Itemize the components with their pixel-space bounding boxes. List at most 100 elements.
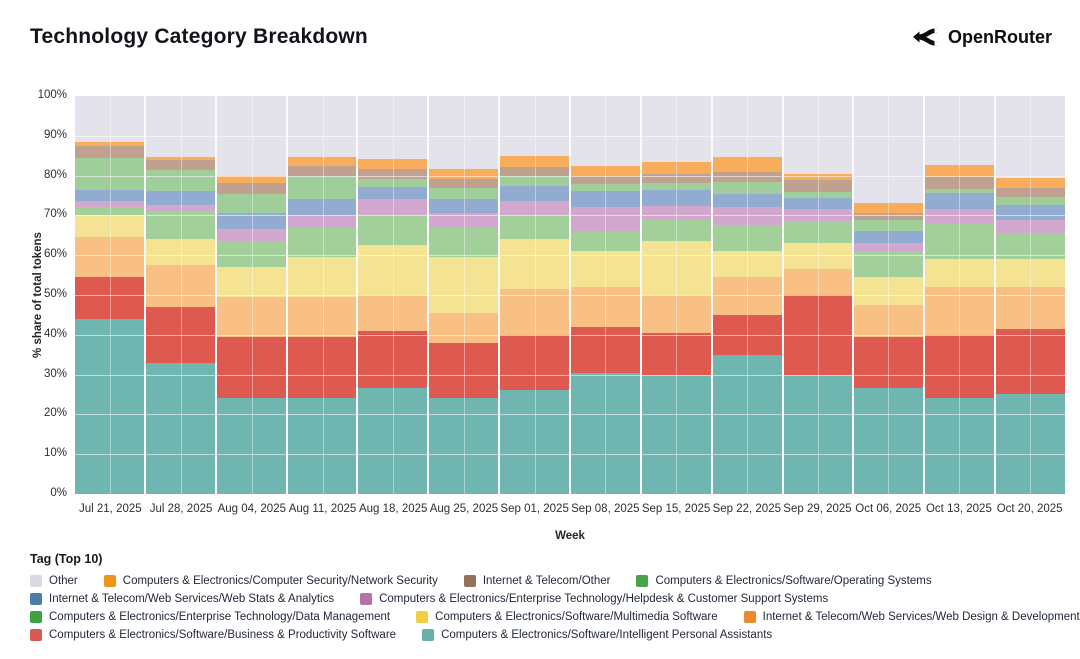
x-tick-label: Sep 01, 2025 (500, 503, 569, 515)
bar-Aug 11, 2025 (287, 96, 359, 494)
bar-segment (996, 286, 1066, 329)
bar-segment (996, 394, 1066, 494)
x-tick-label: Aug 18, 2025 (358, 503, 428, 515)
bar-segment (571, 251, 640, 287)
bar-segment (571, 207, 640, 232)
bar-segment (145, 159, 215, 170)
bar-segment (287, 227, 357, 258)
bar-segment (783, 221, 853, 244)
bar-segment (783, 197, 853, 210)
bar-segment (571, 96, 640, 166)
bar-segment (429, 398, 499, 494)
legend-label: Computers & Electronics/Software/Multime… (435, 611, 718, 623)
bar-segment (216, 296, 286, 337)
bar-segment (429, 96, 499, 170)
bar-segment (287, 157, 357, 167)
bar-segment (75, 201, 144, 208)
bar-segment (712, 314, 782, 355)
legend-swatch-icon (422, 629, 435, 641)
bar-segment (287, 96, 357, 158)
bar-segment (925, 165, 995, 177)
legend-label: Internet & Telecom/Web Services/Web Desi… (762, 611, 1080, 623)
bar-segment (925, 96, 995, 166)
bar-segment (783, 243, 853, 270)
legend-item: Computers & Electronics/Software/Operati… (636, 575, 932, 587)
bar-segment (75, 215, 144, 238)
bar-segment (854, 219, 924, 232)
bar-segment (358, 245, 428, 295)
bar-segment (429, 169, 499, 180)
bar-segment (925, 334, 995, 399)
bar-segment (571, 175, 640, 184)
bar-segment (358, 178, 428, 188)
bar-segment (75, 318, 144, 494)
bar-segment (783, 179, 853, 192)
bar-segment (429, 342, 499, 399)
bar-segment (216, 175, 286, 183)
bar-segment (996, 233, 1066, 260)
bar-segment (500, 239, 570, 289)
bar-segment (287, 296, 357, 337)
bar-segment (500, 175, 570, 186)
bar-segment (641, 189, 711, 206)
bar-Sep 01, 2025 (500, 96, 572, 494)
x-tick-label: Jul 21, 2025 (79, 503, 142, 515)
bar-segment (287, 257, 357, 297)
y-tick-label: 70% (43, 208, 67, 221)
bar-segment (358, 158, 428, 169)
legend-label: Computers & Electronics/Software/Busines… (49, 629, 397, 641)
legend-item: Internet & Telecom/Web Services/Web Desi… (743, 611, 1080, 623)
bar-Aug 04, 2025 (216, 96, 288, 494)
legend-label: Other (49, 575, 78, 587)
bar-segment (996, 259, 1066, 287)
bar-segment (925, 398, 995, 494)
bar-segment (783, 269, 853, 295)
bar-segment (287, 214, 357, 228)
legend-swatch-icon (30, 575, 42, 587)
bar-segment (571, 183, 640, 191)
bar-segment (641, 162, 711, 175)
bar-segment (641, 182, 711, 190)
bar-segment (287, 175, 357, 200)
y-tick-label: 10% (43, 447, 67, 460)
bar-segment (216, 336, 286, 399)
bar-segment (500, 390, 570, 494)
y-tick-label: 80% (43, 168, 67, 181)
bar-segment (75, 145, 144, 158)
bar-segment (358, 388, 428, 494)
bar-segment (783, 209, 853, 222)
brand-name: OpenRouter (947, 26, 1052, 47)
bar-segment (925, 259, 995, 287)
bar-segment (854, 388, 924, 494)
legend-row: Computers & Electronics/Software/Busines… (30, 629, 1060, 641)
bar-segment (429, 187, 499, 200)
x-tick-label: Sep 08, 2025 (571, 503, 640, 515)
bar-Jul 21, 2025 (75, 96, 146, 494)
bar-segment (145, 362, 215, 494)
legend-item: Other (30, 575, 78, 587)
x-axis-title: Week (555, 530, 585, 542)
x-tick-label: Aug 11, 2025 (288, 503, 357, 515)
bar-segment (429, 199, 499, 213)
bar-segment (571, 165, 640, 176)
bar-segment (145, 265, 215, 307)
legend-item: Internet & Telecom/Web Services/Web Stat… (30, 593, 334, 605)
bar-segment (641, 374, 711, 494)
y-tick-label: 20% (43, 407, 67, 420)
bar-Oct 13, 2025 (925, 96, 997, 494)
bar-segment (925, 193, 995, 209)
bar-segment (712, 182, 782, 194)
legend-swatch-icon (360, 593, 373, 605)
bar-segment (712, 277, 782, 315)
bar-segment (500, 288, 570, 335)
legend-swatch-icon (103, 575, 116, 587)
bar-segment (641, 205, 711, 220)
bar-Sep 15, 2025 (641, 96, 713, 494)
bar-segment (216, 241, 286, 268)
bar-segment (145, 204, 215, 212)
bar-Oct 20, 2025 (996, 96, 1066, 494)
bar-segment (358, 215, 428, 246)
bar-segment (712, 96, 782, 158)
bar-segment (996, 188, 1066, 197)
y-tick-label: 30% (43, 367, 67, 380)
